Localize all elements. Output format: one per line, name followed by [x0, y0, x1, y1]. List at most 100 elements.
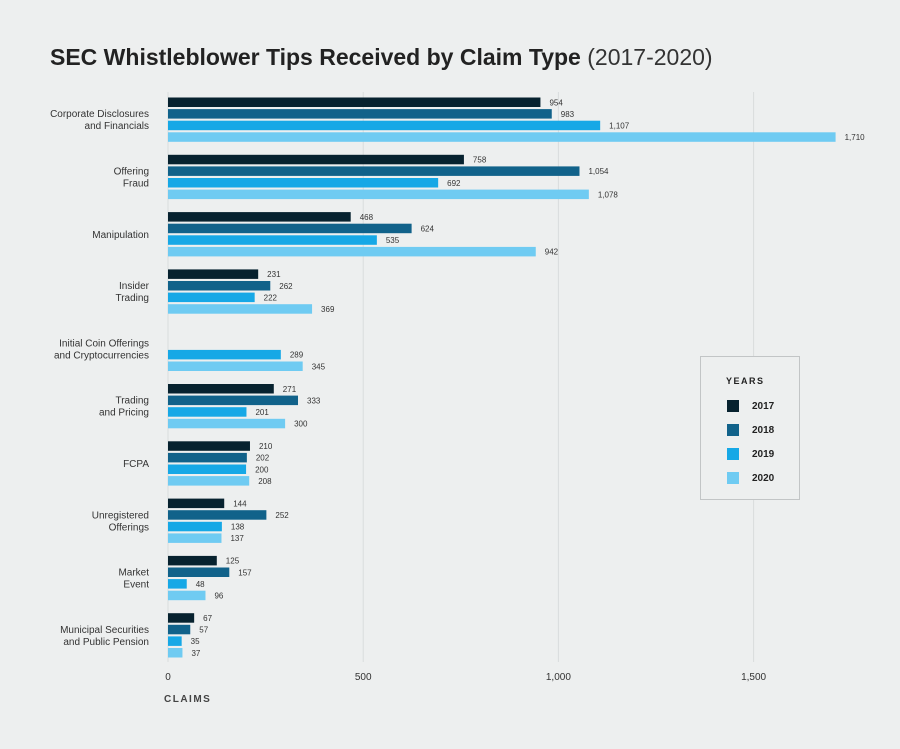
legend: YEARS 2017 2018 2019 2020 [700, 356, 800, 500]
bar-2017 [168, 269, 259, 279]
category-label: Market Event [118, 568, 149, 591]
category-label: Corporate Disclosures and Financials [50, 109, 149, 132]
bar-2020 [168, 476, 250, 486]
bar-2018 [168, 281, 271, 291]
x-tick-label: 1,500 [741, 672, 766, 683]
legend-label-2019: 2019 [752, 448, 775, 460]
legend-label-2020: 2020 [752, 472, 775, 484]
value-label: 345 [312, 362, 326, 371]
bar-2017 [168, 97, 541, 107]
labels: 0 500 1,000 1,500 954 983 1,107 1,710 Corporate … [50, 98, 865, 683]
legend-title: YEARS [726, 376, 765, 386]
chart-subtitle: (2017-2020) [587, 44, 713, 70]
bar-2019 [168, 521, 222, 532]
value-label: 208 [258, 477, 272, 486]
bar-2018 [168, 624, 191, 635]
bar-2017 [168, 212, 351, 222]
bar-2019 [168, 349, 281, 360]
bar-2020 [168, 648, 183, 658]
value-label: 202 [256, 454, 270, 463]
value-label: 983 [561, 110, 575, 119]
x-tick-label: 0 [165, 672, 171, 683]
bar-2017 [168, 384, 274, 394]
bar-2019 [168, 636, 182, 646]
bar-2017 [168, 613, 195, 623]
value-label: 1,078 [598, 190, 619, 199]
category-label: Trading and Pricing [99, 396, 149, 419]
bar-2020 [168, 304, 313, 314]
bar-2018 [168, 395, 299, 406]
bar-2017 [168, 441, 250, 451]
category-label: Manipulation [92, 230, 149, 241]
value-label: 96 [214, 591, 223, 600]
bar-2019 [168, 292, 255, 303]
value-label: 35 [191, 637, 200, 646]
value-label: 333 [307, 396, 321, 405]
value-label: 200 [255, 465, 269, 474]
value-label: 252 [275, 511, 289, 520]
bar-2020 [168, 246, 536, 257]
x-tick-label: 1,000 [546, 672, 571, 683]
category-label: FCPA [123, 459, 149, 470]
legend-item-2018: 2018 [727, 424, 774, 436]
value-label: 262 [279, 282, 293, 291]
bar-2019 [168, 235, 377, 245]
bar-2018 [168, 223, 412, 234]
legend-item-2017: 2017 [727, 400, 774, 412]
legend-swatch-2020 [727, 472, 739, 484]
chart-title: SEC Whistleblower Tips Received by Claim… [50, 44, 713, 71]
legend-item-2019: 2019 [727, 448, 774, 460]
bar-2019 [168, 407, 247, 417]
bar-2018 [168, 109, 552, 119]
legend-label-2018: 2018 [752, 424, 775, 436]
value-label: 144 [233, 499, 247, 508]
legend-label-2017: 2017 [752, 400, 775, 412]
value-label: 535 [386, 236, 400, 245]
category-label: Unregistered Offerings [92, 510, 149, 533]
bar-2020 [168, 418, 286, 429]
bar-2019 [168, 579, 187, 589]
bar-2019 [168, 464, 247, 474]
bar-2020 [168, 533, 222, 543]
bar-2019 [168, 120, 601, 131]
value-label: 300 [294, 420, 308, 429]
value-label: 67 [203, 614, 212, 623]
value-label: 37 [191, 649, 200, 658]
value-label: 57 [199, 626, 208, 635]
value-label: 1,710 [845, 133, 866, 142]
value-label: 624 [421, 224, 435, 233]
value-label: 289 [290, 351, 304, 360]
legend-swatch-2018 [727, 424, 739, 436]
category-label: Offering Fraud [114, 166, 149, 189]
x-tick-label: 500 [355, 672, 372, 683]
value-label: 369 [321, 305, 335, 314]
bar-2017 [168, 555, 217, 566]
bar-2020 [168, 590, 206, 601]
bar-2017 [168, 498, 225, 509]
gridlines [167, 92, 755, 662]
legend-swatch-2017 [727, 400, 739, 412]
bar-2020 [168, 361, 303, 371]
bar-2018 [168, 166, 580, 176]
value-label: 137 [230, 534, 244, 543]
bars [168, 97, 836, 658]
value-label: 271 [283, 385, 297, 394]
value-label: 942 [545, 248, 559, 257]
bar-2018 [168, 510, 267, 520]
value-label: 201 [255, 408, 269, 417]
category-label: Initial Coin Offerings and Cryptocurrenci… [54, 338, 149, 361]
value-label: 1,107 [609, 121, 630, 130]
chart-title-main: SEC Whistleblower Tips Received by Claim… [50, 44, 581, 70]
x-axis-title: CLAIMS [164, 694, 211, 705]
legend-swatch-2019 [727, 448, 739, 460]
value-label: 157 [238, 568, 252, 577]
category-label: Municipal Securities and Public Pension [60, 625, 149, 648]
value-label: 954 [549, 98, 563, 107]
bar-2018 [168, 567, 230, 577]
value-label: 138 [231, 523, 245, 532]
value-label: 125 [226, 557, 240, 566]
bar-2017 [168, 154, 464, 165]
bar-2019 [168, 178, 439, 188]
bar-2020 [168, 132, 836, 142]
